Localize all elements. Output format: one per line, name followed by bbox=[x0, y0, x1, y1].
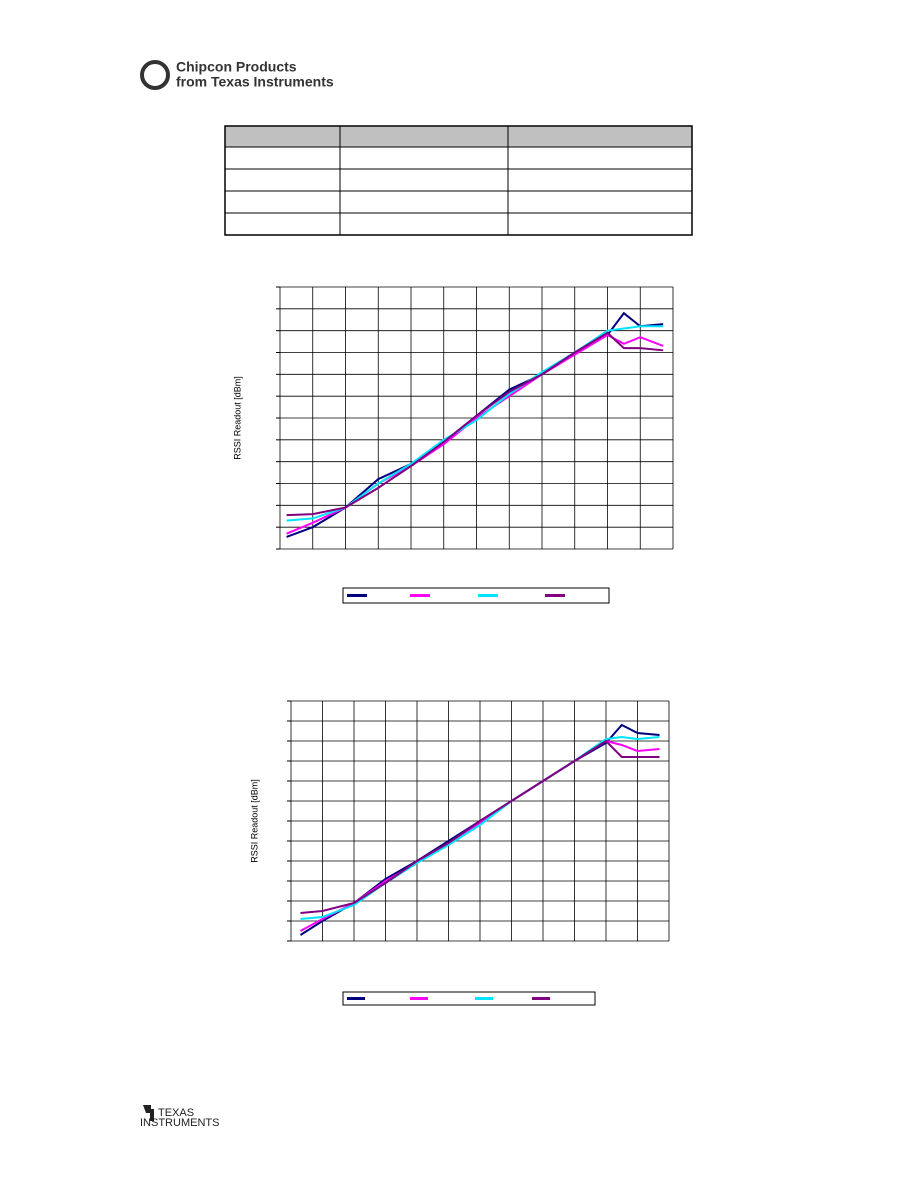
footer-line: INSTRUMENTS bbox=[140, 1117, 219, 1129]
header-line: Chipcon Products bbox=[176, 59, 297, 75]
logo bbox=[140, 60, 170, 90]
series-line bbox=[300, 735, 660, 920]
series-line bbox=[286, 333, 664, 535]
series-line bbox=[286, 311, 664, 538]
ti-logo bbox=[143, 1105, 154, 1121]
series-line bbox=[300, 739, 660, 914]
y-axis-label: RSSI Readout [dBm] bbox=[249, 779, 259, 863]
series-line bbox=[286, 325, 664, 522]
y-axis-label: RSSI Readout [dBm] bbox=[232, 376, 242, 460]
header-line: from Texas Instruments bbox=[176, 74, 334, 90]
series-line bbox=[286, 331, 664, 517]
footer-line: TEXAS bbox=[158, 1107, 194, 1119]
legend-box bbox=[342, 587, 610, 604]
legend-box bbox=[342, 991, 596, 1006]
table bbox=[224, 125, 693, 236]
